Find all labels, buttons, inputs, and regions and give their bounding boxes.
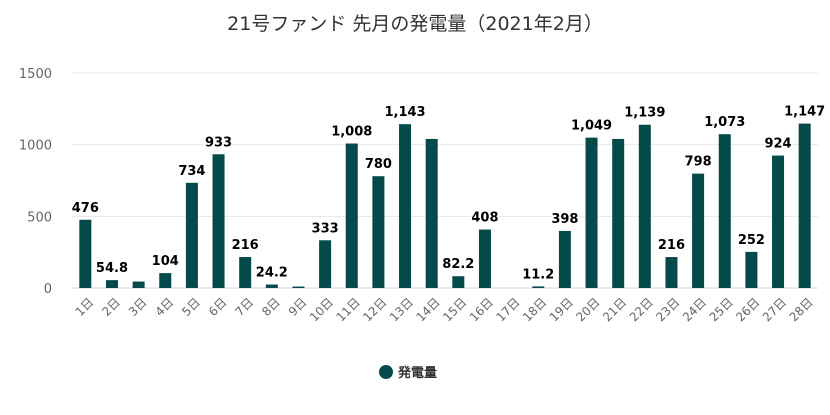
- bar: [292, 286, 305, 288]
- x-tick-label: 16日: [467, 295, 496, 324]
- data-label: 476: [72, 201, 99, 216]
- bar: [585, 137, 598, 288]
- data-label: 333: [312, 221, 339, 236]
- bar: [105, 280, 118, 288]
- x-tick-label: 17日: [493, 295, 522, 324]
- data-label: 933: [205, 135, 232, 150]
- x-tick-label: 9日: [286, 295, 310, 319]
- bar: [185, 182, 198, 288]
- x-tick-label: 22日: [627, 295, 656, 324]
- legend-swatch: [379, 365, 393, 379]
- y-tick-label: 0: [44, 282, 52, 297]
- bar: [772, 155, 785, 288]
- data-label: 398: [551, 212, 578, 227]
- data-label: 734: [178, 164, 205, 179]
- bar: [425, 138, 438, 288]
- data-label: 408: [471, 211, 498, 226]
- bar: [345, 143, 358, 288]
- bar: [79, 219, 92, 288]
- bar: [612, 138, 625, 288]
- bars: [79, 123, 811, 288]
- data-label: 216: [658, 238, 685, 253]
- bar: [399, 124, 412, 288]
- x-tick-label: 28日: [787, 295, 816, 324]
- bar: [452, 276, 465, 288]
- bar: [265, 284, 278, 288]
- bar: [478, 229, 491, 288]
- data-label: 252: [738, 233, 765, 248]
- data-label: 82.2: [442, 257, 474, 272]
- data-label: 1,139: [624, 106, 665, 121]
- data-label: 24.2: [256, 266, 288, 281]
- data-label: 1,073: [704, 115, 745, 130]
- x-axis-ticks: 1日 2日 3日 4日 5日 6日 7日 8日 9日10日11日12日13日14日15日16日1…: [73, 295, 816, 324]
- data-label: 924: [764, 137, 791, 152]
- bar: [692, 173, 705, 288]
- x-tick-label: 4日: [153, 295, 177, 319]
- data-label: 104: [152, 254, 179, 269]
- x-tick-label: 13日: [387, 295, 416, 324]
- bar: [798, 123, 811, 288]
- x-tick-label: 7日: [232, 295, 256, 319]
- data-label: 1,008: [331, 125, 372, 140]
- x-tick-label: 2日: [99, 295, 123, 319]
- bar: [132, 281, 145, 288]
- data-label: 780: [365, 157, 392, 172]
- x-tick-label: 11日: [334, 295, 363, 324]
- x-tick-label: 10日: [307, 295, 336, 324]
- x-tick-label: 27日: [760, 295, 789, 324]
- chart-title: 21号ファンド 先月の発電量（2021年2月）: [227, 13, 603, 35]
- x-tick-label: 14日: [414, 295, 443, 324]
- legend[interactable]: 発電量: [379, 365, 437, 381]
- y-tick-label: 1000: [19, 139, 52, 154]
- y-axis-ticks: 0 500 1000 1500: [19, 67, 52, 297]
- x-tick-label: 1日: [73, 295, 97, 319]
- bar: [372, 176, 385, 288]
- legend-label: 発電量: [397, 365, 437, 381]
- data-label: 216: [232, 238, 259, 253]
- bar: [319, 240, 332, 288]
- x-tick-label: 24日: [680, 295, 709, 324]
- x-tick-label: 6日: [206, 295, 230, 319]
- x-tick-label: 5日: [179, 295, 203, 319]
- data-label: 1,147: [784, 105, 825, 120]
- x-tick-label: 12日: [360, 295, 389, 324]
- bar: [718, 134, 731, 288]
- y-tick-label: 500: [27, 210, 52, 225]
- x-tick-label: 21日: [600, 295, 629, 324]
- grid-lines: [72, 72, 818, 217]
- y-tick-label: 1500: [19, 67, 52, 82]
- bar: [239, 257, 252, 288]
- bar: [745, 251, 758, 288]
- bar: [665, 257, 678, 288]
- bar: [532, 286, 545, 288]
- x-tick-label: 23日: [653, 295, 682, 324]
- bar: [159, 273, 172, 288]
- x-tick-label: 26日: [733, 295, 762, 324]
- bar: [558, 230, 571, 288]
- bar: [638, 124, 651, 288]
- x-tick-label: 8日: [259, 295, 283, 319]
- data-label: 1,143: [384, 105, 425, 120]
- x-tick-label: 20日: [573, 295, 602, 324]
- data-label: 798: [685, 155, 712, 170]
- x-tick-label: 18日: [520, 295, 549, 324]
- x-tick-label: 3日: [126, 295, 150, 319]
- x-tick-label: 25日: [707, 295, 736, 324]
- bar: [212, 154, 225, 288]
- data-label: 11.2: [522, 267, 554, 282]
- data-label: 1,049: [571, 119, 612, 134]
- x-tick-label: 19日: [547, 295, 576, 324]
- x-tick-label: 15日: [440, 295, 469, 324]
- data-label: 54.8: [96, 261, 128, 276]
